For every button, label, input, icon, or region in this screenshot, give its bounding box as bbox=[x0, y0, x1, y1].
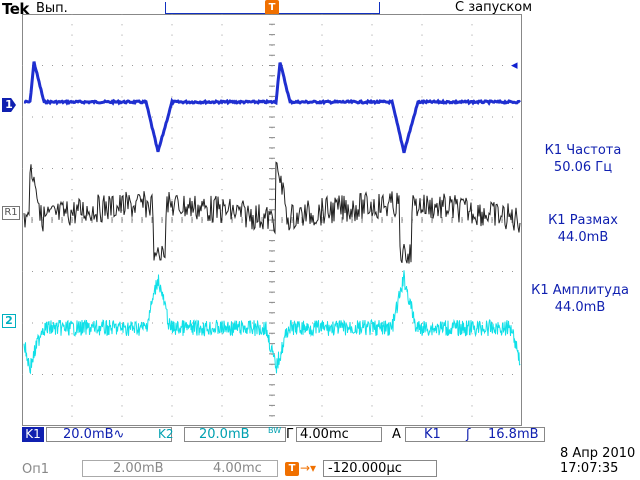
delay-arrow-icon: →▾ bbox=[300, 461, 317, 475]
measurement-value: 44.0mB bbox=[557, 230, 609, 245]
ch2-ground-marker[interactable]: 2 bbox=[2, 314, 16, 328]
run-state: Вып. bbox=[36, 1, 68, 16]
trigger-label: A bbox=[392, 427, 401, 442]
status-bar: K1 20.0mB∿ K2 20.0mB BW Г 4.00mc A K1 ʃ … bbox=[22, 426, 545, 444]
measurement-label: К1 Частота bbox=[544, 143, 622, 158]
trigger-level-value: 16.8mB bbox=[488, 427, 539, 442]
rising-edge-icon: ʃ bbox=[466, 427, 471, 442]
measurement-label: К1 Амплитуда bbox=[531, 283, 629, 298]
trigger-position-marker-top: T bbox=[265, 0, 279, 15]
ac-coupling-icon: ∿ bbox=[113, 427, 125, 442]
trigger-mode: С запуском bbox=[455, 0, 533, 15]
ch1-ground-marker[interactable]: 1 bbox=[2, 98, 16, 112]
ch1-scale-value: 20.0mB bbox=[63, 427, 114, 442]
measurement-label: К1 Размах bbox=[548, 213, 618, 228]
measurement-peak-to-peak: К1 Размах 44.0mB bbox=[528, 212, 638, 246]
trigger-level-arrow-icon[interactable]: ◂ bbox=[511, 58, 518, 73]
measurement-value: 50.06 Гц bbox=[553, 160, 613, 175]
measurement-amplitude: К1 Амплитуда 44.0mB bbox=[522, 282, 638, 316]
ch1-tag[interactable]: K1 bbox=[22, 427, 44, 442]
horizontal-position-value[interactable]: -120.000µc bbox=[323, 460, 437, 477]
trigger-settings[interactable]: K1 ʃ 16.8mB bbox=[405, 427, 545, 442]
timebase-label: Г bbox=[286, 427, 294, 442]
ch2-tag[interactable]: K2 bbox=[158, 427, 174, 441]
ch2-waveform bbox=[23, 270, 521, 375]
ref1-ground-marker[interactable]: R1 bbox=[2, 206, 20, 220]
ch2-scale[interactable]: 20.0mB bbox=[184, 427, 286, 442]
ch1-waveform bbox=[23, 61, 522, 154]
ch1-scale[interactable]: 20.0mB∿ bbox=[46, 427, 172, 442]
math-label[interactable]: Оп1 bbox=[22, 462, 50, 477]
math-scale: 2.00mB bbox=[113, 461, 164, 476]
date: 8 Апр 2010 bbox=[560, 446, 636, 461]
brand-logo: Tek bbox=[2, 0, 29, 18]
measurement-value: 44.0mB bbox=[554, 300, 606, 315]
bandwidth-limit-icon: BW bbox=[268, 426, 282, 435]
trigger-source: K1 bbox=[424, 427, 441, 442]
math-timebase: 4.00mc bbox=[213, 461, 262, 476]
ref1-waveform bbox=[23, 161, 521, 264]
math-settings[interactable]: 2.00mB 4.00mc bbox=[82, 460, 278, 477]
horizontal-position-icon: T bbox=[285, 462, 299, 476]
waveform-graticule bbox=[22, 14, 522, 426]
time: 17:07:35 bbox=[560, 461, 619, 476]
measurement-frequency: К1 Частота 50.06 Гц bbox=[528, 142, 638, 176]
ch2-scale-value: 20.0mB bbox=[199, 427, 250, 442]
timebase-value[interactable]: 4.00mc bbox=[296, 427, 382, 442]
